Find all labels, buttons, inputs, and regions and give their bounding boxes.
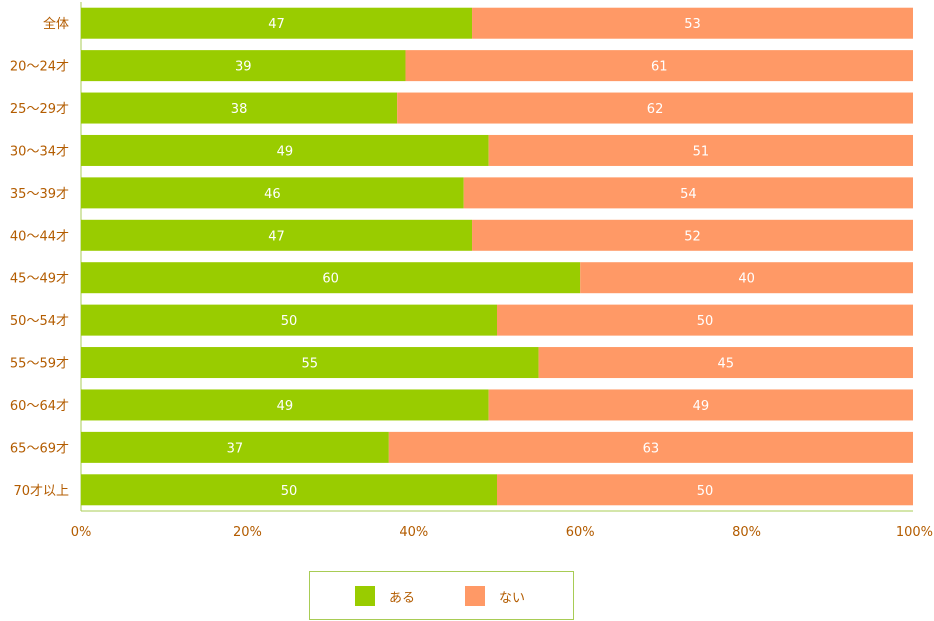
category-label: 70才以上 (13, 484, 69, 499)
bar-value-label: 55 (302, 357, 319, 372)
bar-aru-8 (81, 347, 539, 379)
bar-aru-10 (81, 431, 389, 463)
bar-value-label: 39 (235, 60, 252, 75)
bar-nai-4 (463, 177, 913, 209)
bar-aru-7 (81, 304, 497, 336)
bar-nai-11 (497, 474, 913, 506)
category-label: 45～49才 (10, 272, 69, 287)
bar-value-label: 49 (277, 144, 294, 159)
bar-value-label: 47 (268, 17, 285, 32)
bar-value-label: 50 (697, 314, 714, 329)
x-tick-label: 100% (896, 525, 933, 540)
bar-value-label: 50 (697, 484, 714, 499)
legend-label-nai: ない (499, 590, 526, 606)
legend-item-aru: ある (355, 586, 415, 606)
bar-value-label: 54 (680, 187, 697, 202)
bar-value-label: 51 (693, 144, 710, 159)
x-tick-label: 40% (399, 525, 428, 540)
bar-nai-9 (488, 389, 913, 421)
bar-value-label: 38 (231, 102, 248, 117)
bar-aru-1 (81, 50, 406, 82)
bar-nai-3 (488, 134, 913, 166)
bar-nai-10 (388, 431, 914, 463)
stacked-bar-chart: 47 53 全体 39 61 20～24才 38 62 25～29才 49 51 30～34才 46 54… (10, 2, 933, 540)
category-label: 35～39才 (10, 187, 69, 202)
bar-value-label: 52 (684, 229, 701, 244)
category-label: 30～34才 (10, 144, 69, 159)
category-label: 55～59才 (10, 357, 69, 372)
bar-value-label: 49 (277, 399, 294, 414)
bar-aru-6 (81, 262, 581, 294)
bar-nai-2 (397, 92, 913, 124)
category-label: 65～69才 (10, 441, 69, 456)
bar-aru-3 (81, 134, 489, 166)
bar-aru-9 (81, 389, 489, 421)
bar-nai-6 (580, 262, 913, 294)
bar-nai-7 (497, 304, 913, 336)
bar-aru-2 (81, 92, 398, 124)
bar-value-label: 40 (738, 272, 755, 287)
bar-nai-0 (472, 7, 913, 39)
bar-value-label: 61 (651, 60, 668, 75)
category-label: 全体 (43, 16, 69, 32)
x-tick-label: 80% (732, 525, 761, 540)
bar-aru-5 (81, 219, 473, 251)
bar-nai-8 (538, 347, 913, 379)
x-tick-label: 0% (71, 525, 92, 540)
bar-aru-4 (81, 177, 464, 209)
category-label: 25～29才 (10, 102, 69, 117)
bar-value-label: 46 (264, 187, 281, 202)
bar-aru-0 (81, 7, 473, 39)
bar-value-label: 63 (643, 441, 660, 456)
bar-value-label: 47 (268, 229, 285, 244)
legend-label-aru: ある (389, 590, 416, 606)
bar-value-label: 45 (718, 357, 735, 372)
legend: ある ない (309, 571, 574, 620)
bar-value-label: 62 (647, 102, 664, 117)
legend-item-nai: ない (465, 586, 525, 606)
category-label: 60～64才 (10, 399, 69, 414)
bar-value-label: 37 (227, 441, 244, 456)
category-label: 40～44才 (10, 229, 69, 244)
bar-aru-11 (81, 474, 497, 506)
legend-swatch-aru (355, 586, 375, 606)
x-tick-label: 20% (233, 525, 262, 540)
bar-value-label: 60 (322, 272, 339, 287)
legend-swatch-nai (465, 586, 485, 606)
bar-value-label: 50 (281, 484, 298, 499)
bar-value-label: 53 (684, 17, 701, 32)
bar-value-label: 50 (281, 314, 298, 329)
bar-value-label: 49 (693, 399, 710, 414)
category-label: 20～24才 (10, 60, 69, 75)
bar-nai-5 (472, 219, 913, 251)
bar-nai-1 (405, 50, 913, 82)
category-label: 50～54才 (10, 314, 69, 329)
x-tick-label: 60% (566, 525, 595, 540)
